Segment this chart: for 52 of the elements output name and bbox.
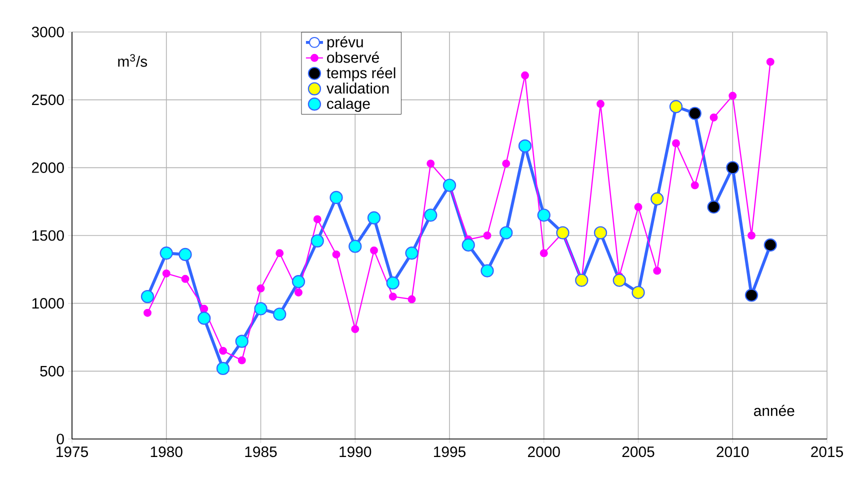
x-tick-label: 1995 [434, 446, 466, 458]
legend-label: prévu [327, 36, 363, 50]
point [313, 215, 322, 224]
point [540, 249, 548, 258]
y-tick-label: 500 [40, 366, 64, 376]
y-tick-label: 1000 [32, 298, 64, 309]
point [144, 308, 152, 317]
x-tick-label: 2005 [622, 446, 654, 458]
point [521, 71, 529, 80]
x-tick-label: 1985 [245, 446, 277, 458]
point [766, 58, 774, 66]
x-tick-label: 2015 [811, 446, 843, 458]
point [426, 160, 435, 168]
point [181, 274, 190, 283]
point [162, 270, 170, 278]
x-tick-label: 2000 [528, 446, 560, 458]
legend-label: validation [326, 82, 389, 94]
x-tick-label: 1990 [340, 446, 372, 458]
point [672, 139, 680, 148]
x-axis-title: année [754, 404, 794, 416]
legend-label: calage [327, 98, 370, 112]
x-tick-label: 1975 [56, 446, 88, 458]
y-axis-title: m$^{3}$/s [118, 54, 148, 67]
legend-label: observé [327, 52, 379, 63]
point [219, 346, 227, 355]
point [276, 249, 284, 258]
point [332, 250, 340, 258]
point [238, 356, 246, 364]
y-tick-label: 0 [56, 434, 64, 444]
point [596, 100, 604, 108]
point [502, 160, 510, 168]
y-tick-label: 2000 [32, 162, 64, 173]
point [388, 292, 397, 301]
point [200, 304, 208, 313]
point [483, 232, 492, 240]
point [728, 92, 737, 100]
x-tick-label: 1980 [150, 446, 182, 458]
point [690, 181, 699, 190]
point [256, 284, 265, 292]
point [653, 266, 662, 275]
point [634, 203, 642, 211]
legend-label: temps réel [326, 67, 396, 82]
point [351, 325, 360, 334]
point [370, 246, 378, 254]
point [748, 232, 756, 240]
point [294, 288, 302, 296]
point [710, 113, 718, 122]
y-tick-label: 3000 [32, 26, 64, 38]
y-tick-label: 1500 [32, 230, 64, 241]
y-tick-label: 2500 [32, 94, 64, 106]
point [408, 295, 416, 304]
x-tick-label: 2010 [716, 446, 749, 458]
